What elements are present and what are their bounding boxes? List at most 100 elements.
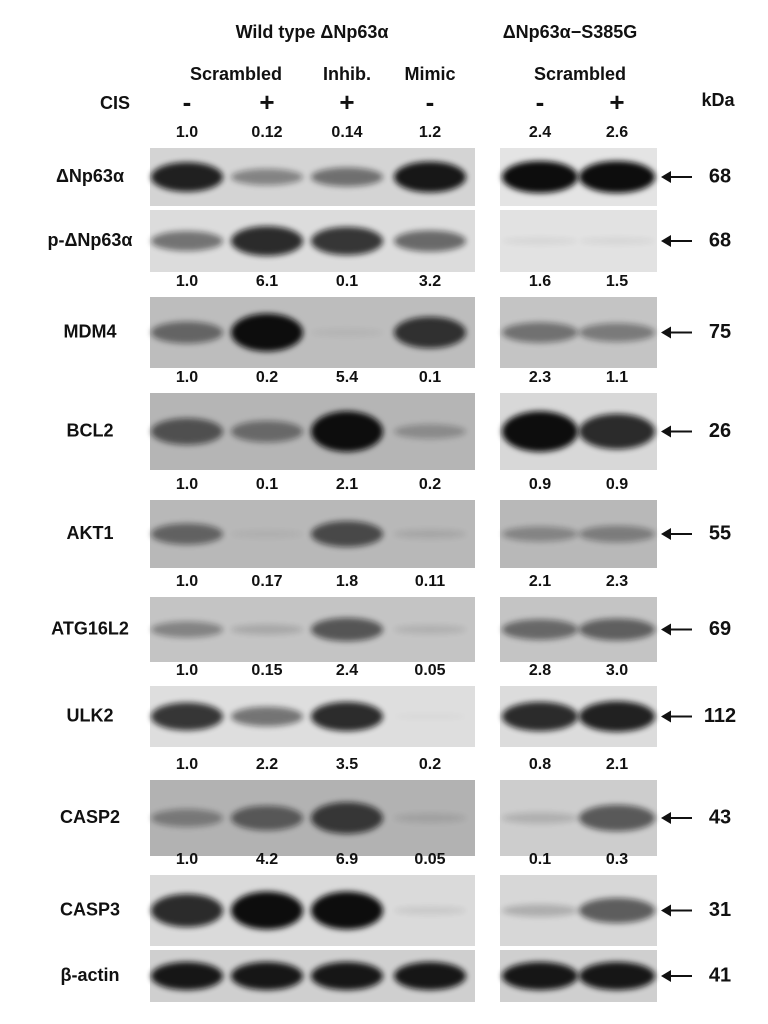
mutant-header: ΔNp63α−S385G: [503, 22, 638, 42]
quantification: 5.4: [336, 369, 358, 386]
quantification: 3.5: [336, 756, 358, 773]
quantification: 1.0: [176, 851, 198, 868]
band: [151, 162, 223, 191]
kda-value: 112: [704, 705, 736, 727]
row-label: p-ΔNp63α: [47, 230, 132, 250]
quantification: 6.1: [256, 273, 278, 290]
quantification: 1.0: [176, 662, 198, 679]
band: [579, 805, 655, 832]
band: [579, 526, 655, 543]
quantification: 1.2: [419, 124, 441, 141]
band: [311, 521, 383, 547]
row-label: BCL2: [66, 420, 113, 440]
band: [502, 322, 578, 342]
quantification: 0.1: [529, 851, 551, 868]
band: [151, 809, 223, 827]
cis-sign: -: [183, 87, 192, 117]
quantification: 0.12: [251, 124, 282, 141]
band: [394, 424, 466, 439]
group-header: Scrambled: [534, 64, 626, 84]
band: [502, 812, 578, 823]
kda-value: 68: [709, 229, 731, 251]
quantification: 2.1: [336, 476, 358, 493]
band: [579, 237, 655, 244]
quantification: 2.4: [336, 662, 358, 679]
kda-value: 41: [709, 964, 731, 986]
quantification: 0.1: [256, 476, 278, 493]
band: [394, 906, 466, 915]
quantification: 3.0: [606, 662, 628, 679]
quantification: 2.2: [256, 756, 278, 773]
band: [394, 713, 466, 720]
band: [151, 621, 223, 637]
kda-label: kDa: [701, 90, 735, 110]
row-label: CASP3: [60, 899, 120, 919]
quantification: 0.15: [251, 662, 282, 679]
quantification: 1.5: [606, 273, 628, 290]
cis-label: CIS: [100, 93, 130, 113]
band: [311, 329, 383, 337]
quantification: 1.0: [176, 476, 198, 493]
quantification: 0.11: [415, 573, 445, 590]
row-label: MDM4: [64, 321, 117, 341]
quantification: 0.05: [414, 851, 445, 868]
row-label: CASP2: [60, 807, 120, 827]
band: [579, 962, 655, 990]
kda-value: 69: [709, 618, 731, 640]
cis-sign: -: [426, 87, 435, 117]
cis-sign: -: [536, 87, 545, 117]
quantification: 0.14: [331, 124, 362, 141]
kda-value: 68: [709, 165, 731, 187]
group-header: Scrambled: [190, 64, 282, 84]
quantification: 2.3: [606, 573, 628, 590]
band: [579, 898, 655, 923]
band: [231, 624, 303, 634]
band: [579, 161, 655, 193]
band: [394, 962, 466, 990]
quantification: 0.1: [419, 369, 441, 386]
band: [231, 806, 303, 831]
quantification: 0.2: [419, 756, 441, 773]
band: [394, 317, 466, 349]
quantification: 1.6: [529, 273, 551, 290]
quantification: 2.1: [606, 756, 628, 773]
quantification: 4.2: [256, 851, 278, 868]
band: [502, 702, 578, 731]
band: [151, 231, 223, 251]
band: [394, 162, 466, 193]
quantification: 6.9: [336, 851, 358, 868]
band: [502, 237, 578, 244]
kda-value: 55: [709, 522, 731, 544]
quantification: 1.0: [176, 124, 198, 141]
band: [311, 167, 383, 186]
row-label: AKT1: [66, 523, 113, 543]
band: [311, 802, 383, 834]
quantification: 0.9: [606, 476, 628, 493]
band: [502, 526, 578, 541]
kda-value: 31: [709, 899, 731, 921]
band: [394, 813, 466, 822]
quantification: 1.0: [176, 756, 198, 773]
kda-value: 43: [709, 806, 731, 828]
figure: Wild type ΔNp63α ΔNp63α−S385G Scrambled …: [0, 0, 768, 1019]
quantification: 2.6: [606, 124, 628, 141]
quantification: 3.2: [419, 273, 441, 290]
band: [579, 618, 655, 640]
quantification: 2.1: [529, 573, 551, 590]
band: [231, 421, 303, 443]
quantification: 0.05: [414, 662, 445, 679]
row-label: ΔNp63α: [56, 166, 124, 186]
cis-sign: +: [609, 87, 624, 117]
band: [231, 530, 303, 538]
quantification: 1.8: [336, 573, 358, 590]
band: [231, 892, 303, 930]
band: [231, 314, 303, 352]
band: [151, 418, 223, 445]
band: [231, 226, 303, 256]
quantification: 0.2: [419, 476, 441, 493]
group-header: Mimic: [404, 64, 455, 84]
band: [502, 904, 578, 916]
band: [502, 161, 578, 193]
quantification: 0.3: [606, 851, 628, 868]
band: [151, 322, 223, 344]
